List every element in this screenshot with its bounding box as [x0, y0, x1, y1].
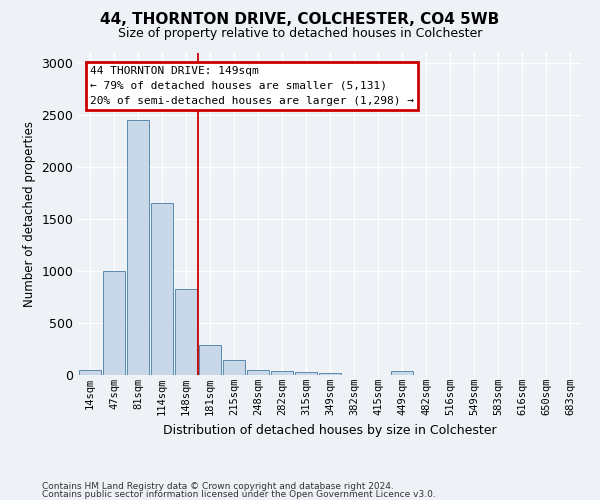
Text: Size of property relative to detached houses in Colchester: Size of property relative to detached ho…	[118, 28, 482, 40]
Bar	[319, 373, 341, 375]
Text: Contains HM Land Registry data © Crown copyright and database right 2024.: Contains HM Land Registry data © Crown c…	[42, 482, 394, 491]
Bar	[391, 372, 413, 375]
Text: 44, THORNTON DRIVE, COLCHESTER, CO4 5WB: 44, THORNTON DRIVE, COLCHESTER, CO4 5WB	[100, 12, 500, 28]
X-axis label: Distribution of detached houses by size in Colchester: Distribution of detached houses by size …	[163, 424, 497, 436]
Bar	[295, 372, 317, 375]
Bar	[247, 370, 269, 375]
Text: Contains public sector information licensed under the Open Government Licence v3: Contains public sector information licen…	[42, 490, 436, 499]
Bar	[175, 288, 197, 375]
Bar	[199, 345, 221, 375]
Bar	[271, 371, 293, 375]
Y-axis label: Number of detached properties: Number of detached properties	[23, 120, 36, 306]
Bar	[223, 360, 245, 375]
Bar	[103, 271, 125, 375]
Bar	[79, 370, 101, 375]
Bar	[151, 204, 173, 375]
Bar	[127, 120, 149, 375]
Text: 44 THORNTON DRIVE: 149sqm
← 79% of detached houses are smaller (5,131)
20% of se: 44 THORNTON DRIVE: 149sqm ← 79% of detac…	[90, 66, 414, 106]
